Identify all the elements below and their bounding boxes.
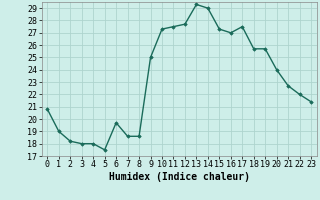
X-axis label: Humidex (Indice chaleur): Humidex (Indice chaleur): [109, 172, 250, 182]
